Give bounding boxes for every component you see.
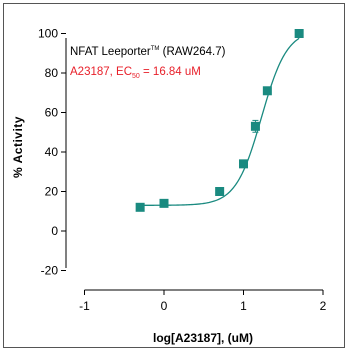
y-tick-label: 20 [45, 185, 59, 199]
x-tick-label: 0 [161, 299, 168, 313]
data-point [250, 121, 260, 131]
y-tick-label: 60 [45, 106, 59, 120]
x-axis-title: log[A23187], (uM) [153, 331, 253, 345]
data-point [135, 202, 145, 212]
y-ticks: -20 0 20 40 60 80 100 120 [38, 0, 66, 278]
y-axis-title: % Activity [11, 116, 25, 178]
fit-curve [140, 37, 300, 206]
axes [65, 38, 323, 291]
y-tick-label: 40 [45, 145, 59, 159]
data-point [215, 187, 225, 196]
data-point [239, 159, 248, 169]
data-point [294, 29, 304, 38]
y-tick-label: 120 [38, 0, 58, 1]
data-point [262, 86, 272, 96]
chart-annotation-title: NFAT LeeporterTM (RAW264.7) [70, 46, 226, 58]
plot-area [135, 29, 304, 212]
x-ticks: -1 0 1 2 [79, 290, 327, 313]
y-tick-label: 80 [45, 66, 59, 80]
y-tick-label: -20 [41, 264, 59, 278]
data-point [159, 198, 169, 208]
y-tick-label: 100 [38, 27, 58, 41]
ec50-annotation: A23187, EC50 = 16.84 uM [70, 66, 201, 80]
x-tick-label: 1 [240, 299, 247, 313]
x-tick-label: -1 [79, 299, 90, 313]
y-tick-label: 0 [51, 224, 58, 238]
x-tick-label: 2 [320, 299, 327, 313]
